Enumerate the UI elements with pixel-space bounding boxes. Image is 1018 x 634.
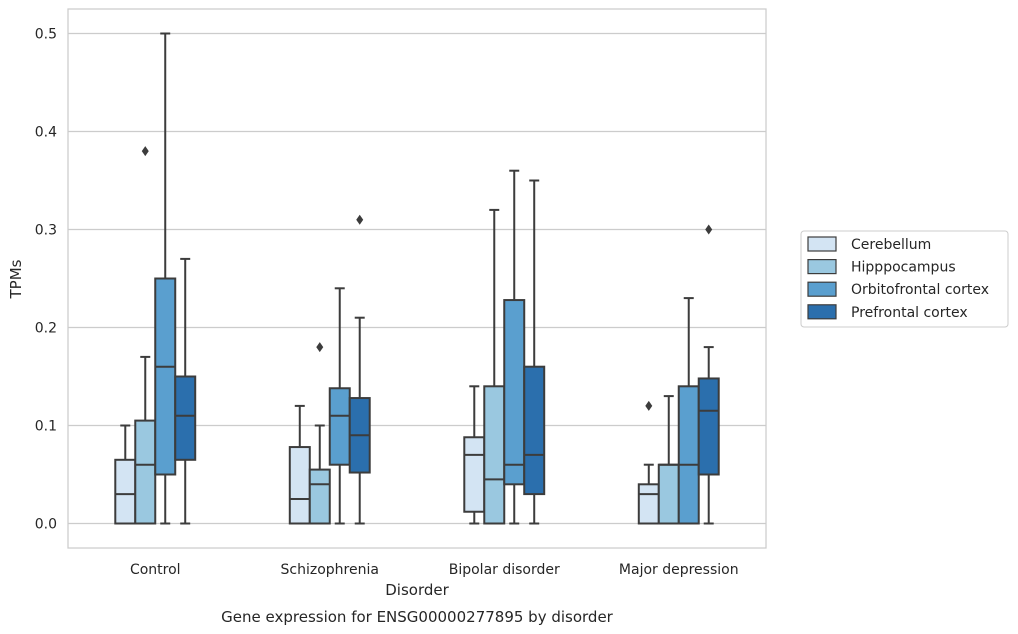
box-hipppocampus: [308, 342, 331, 525]
legend-frame: [800, 230, 1009, 328]
box-orbitofrontal-cortex: [154, 32, 177, 525]
outlier-point: [316, 342, 324, 353]
box-hipppocampus: [657, 395, 680, 525]
box-body: [483, 385, 506, 525]
legend-label: Hipppocampus: [851, 260, 956, 276]
x-axis-title: Disorder: [385, 581, 449, 599]
box-body: [657, 463, 680, 525]
y-tick-label: 0.4: [35, 125, 57, 141]
plot-frame: [67, 8, 767, 549]
legend-swatch: [807, 236, 837, 252]
box-orbitofrontal-cortex: [677, 297, 700, 525]
x-tick-labels: Control Schizophrenia Bipolar disorder Majo…: [130, 562, 739, 578]
y-tick-labels: 0.0 0.1 0.2 0.3 0.4 0.5: [35, 27, 57, 533]
box-body: [328, 387, 351, 466]
y-tick-label: 0.2: [35, 321, 57, 337]
legend-label: Orbitofrontal cortex: [851, 282, 989, 298]
box-body: [154, 277, 177, 476]
y-tick-label: 0.1: [35, 419, 57, 435]
outlier-point: [356, 214, 364, 225]
box-cerebellum: [288, 404, 311, 525]
y-tick-label: 0.3: [35, 223, 57, 239]
legend-swatch: [807, 281, 837, 297]
legend-swatch: [807, 259, 837, 275]
box-body: [134, 419, 157, 525]
box-body: [463, 436, 486, 513]
box-body: [114, 458, 137, 525]
box-body: [308, 468, 331, 525]
legend-label: Cerebellum: [851, 237, 931, 253]
box-body: [637, 483, 660, 525]
box-prefrontal-cortex: [348, 214, 371, 525]
box-prefrontal-cortex: [697, 224, 720, 525]
legend-items: Cerebellum Hipppocampus Orbitofrontal cort…: [807, 236, 989, 321]
box-series: [114, 32, 720, 525]
outlier-point: [141, 146, 149, 157]
box-body: [288, 446, 311, 525]
box-body: [697, 377, 720, 476]
box-hipppocampus: [134, 146, 157, 525]
box-orbitofrontal-cortex: [328, 287, 351, 525]
legend-label: Prefrontal cortex: [851, 305, 968, 321]
chart-caption: Gene expression for ENSG00000277895 by d…: [221, 608, 614, 626]
box-cerebellum: [114, 424, 137, 525]
x-tick-label: Schizophrenia: [281, 562, 379, 578]
box-prefrontal-cortex: [523, 179, 546, 525]
box-body: [174, 375, 197, 461]
box-cerebellum: [463, 385, 486, 525]
box-prefrontal-cortex: [174, 257, 197, 525]
box-hipppocampus: [483, 208, 506, 525]
legend-item: Cerebellum: [807, 236, 931, 253]
legend-item: Prefrontal cortex: [807, 304, 968, 321]
y-tick-label: 0.0: [35, 517, 57, 533]
outlier-point: [705, 224, 713, 235]
box-body: [677, 385, 700, 525]
legend-item: Orbitofrontal cortex: [807, 281, 989, 298]
x-tick-label: Major depression: [619, 562, 739, 578]
box-body: [503, 299, 526, 486]
box-orbitofrontal-cortex: [503, 169, 526, 525]
x-tick-label: Control: [130, 562, 181, 578]
y-axis-title: TPMs: [7, 259, 25, 299]
legend: Cerebellum Hipppocampus Orbitofrontal cort…: [800, 230, 1009, 328]
legend-item: Hipppocampus: [807, 259, 956, 276]
x-tick-label: Bipolar disorder: [449, 562, 560, 578]
box-body: [523, 365, 546, 496]
legend-swatch: [807, 304, 837, 320]
outlier-point: [645, 400, 653, 411]
box-cerebellum: [637, 400, 660, 525]
y-tick-label: 0.5: [35, 27, 57, 43]
